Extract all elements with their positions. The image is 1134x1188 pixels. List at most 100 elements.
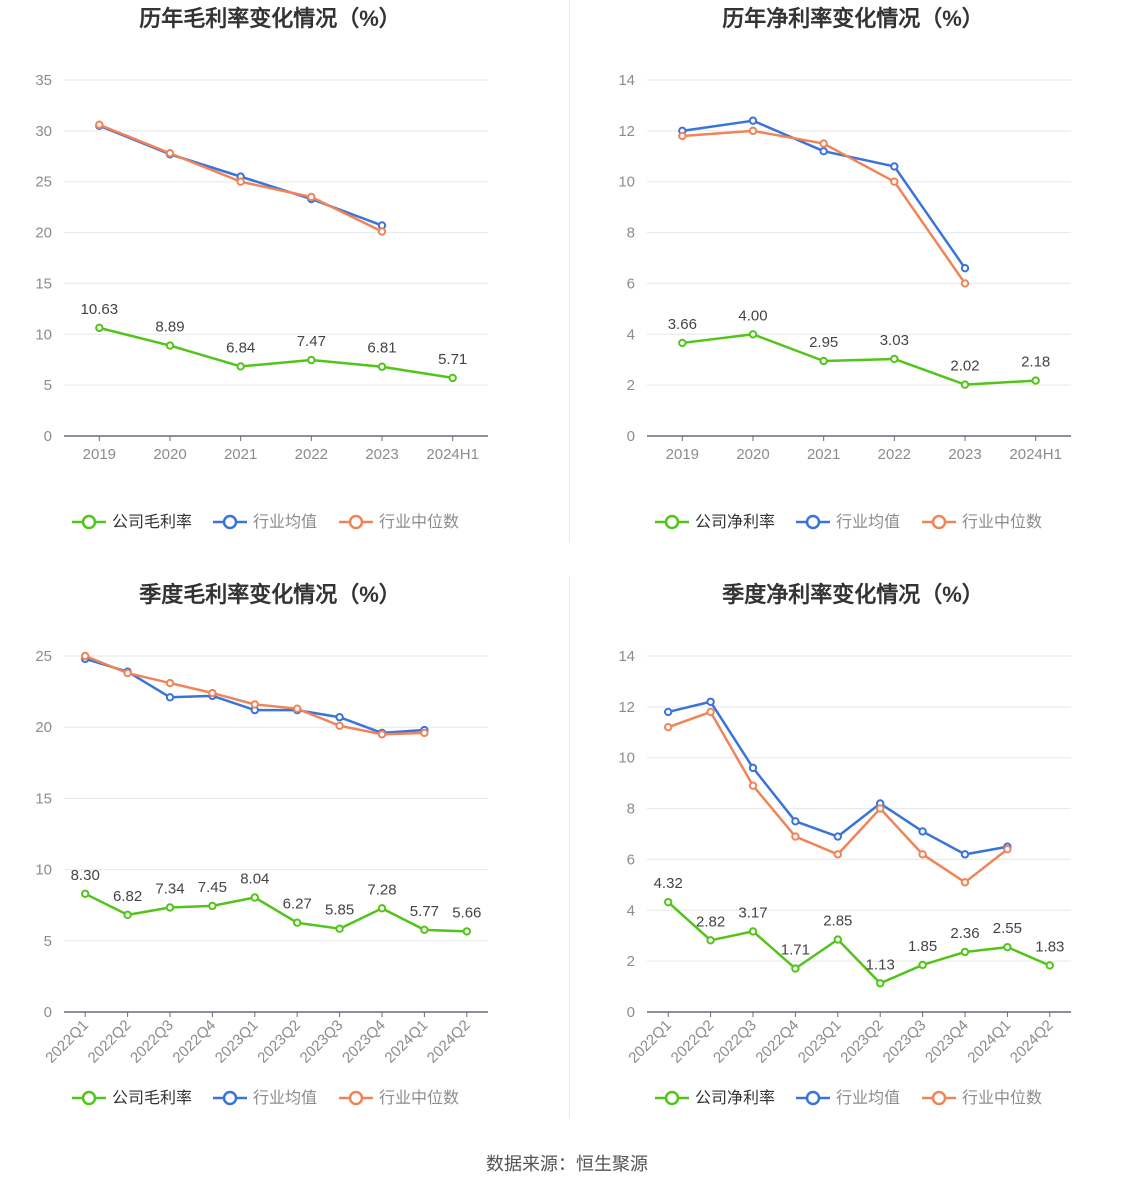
- data-point-avg: [890, 162, 899, 171]
- y-tick-label: 0: [627, 1004, 635, 1021]
- x-tick-label: 2020: [736, 446, 769, 463]
- data-label: 2.82: [696, 913, 725, 930]
- series-line-company: [84, 892, 467, 933]
- data-point-company: [918, 960, 927, 970]
- y-tick-label: 2: [627, 953, 635, 970]
- data-point-median: [890, 177, 899, 186]
- legend-label: 行业均值: [836, 1089, 900, 1107]
- data-label: 5.85: [325, 902, 354, 919]
- data-point-company: [420, 925, 429, 935]
- data-point-median: [335, 721, 344, 730]
- data-point-company: [335, 924, 344, 933]
- data-label: 3.66: [668, 316, 697, 333]
- y-tick-label: 12: [618, 699, 635, 716]
- data-label: 7.47: [297, 333, 326, 350]
- data-point-company: [123, 910, 132, 920]
- data-label: 8.89: [155, 319, 184, 336]
- x-tick-label: 2019: [666, 446, 699, 463]
- data-point-company: [462, 927, 471, 936]
- data-point-median: [165, 149, 175, 158]
- legend-swatch-marker: [664, 514, 680, 530]
- legend-swatch-marker: [222, 514, 238, 530]
- data-point-company: [833, 935, 843, 944]
- x-tick-label: 2023Q3: [880, 1017, 930, 1067]
- y-tick-label: 15: [35, 790, 52, 807]
- chart-annual-net-margin: 历年净利率变化情况（%） 0 2 4 6 8 10 12 14 2019 2020 2021 2022 2…: [618, 6, 1071, 531]
- x-tick-label: 2022Q2: [668, 1017, 718, 1067]
- y-tick-label: 5: [44, 377, 52, 394]
- data-label: 1.83: [1035, 938, 1064, 955]
- series-line-company: [667, 901, 1051, 985]
- data-point-company: [1003, 942, 1012, 952]
- panel-divider-bottom: [569, 576, 570, 1118]
- legend-swatch-marker: [348, 1090, 364, 1106]
- data-label: 2.95: [809, 334, 838, 351]
- x-tick-label: 2023Q3: [297, 1017, 347, 1067]
- x-tick-label: 2023Q1: [212, 1017, 262, 1067]
- x-tick-label: 2022Q1: [625, 1017, 675, 1067]
- x-tick-label: 2023Q2: [254, 1017, 304, 1067]
- x-tick-label: 2022Q3: [127, 1017, 177, 1067]
- data-point-company: [377, 362, 387, 371]
- chart-annual-gross-margin: 历年毛利率变化情况（%） 0 5 10 15 20 25 30 35 2019 2020 2021 20…: [35, 6, 488, 531]
- y-tick-label: 15: [35, 275, 52, 292]
- data-point-company: [377, 904, 387, 913]
- data-point-median: [960, 878, 970, 887]
- data-source-note: 数据来源：恒生聚源: [486, 1154, 648, 1174]
- data-point-median: [664, 723, 673, 732]
- data-point-median: [1003, 845, 1012, 854]
- legend-label: 行业均值: [253, 513, 317, 531]
- data-label: 1.71: [781, 942, 810, 959]
- data-label: 2.85: [823, 913, 852, 930]
- data-point-median: [293, 704, 302, 713]
- x-tick-label: 2022Q2: [85, 1017, 135, 1067]
- data-point-median: [236, 177, 245, 186]
- data-point-median: [208, 688, 217, 698]
- y-tick-label: 2: [627, 377, 635, 394]
- y-tick-label: 10: [35, 862, 52, 879]
- data-point-avg: [706, 697, 715, 706]
- data-label: 3.17: [738, 904, 767, 921]
- y-tick-label: 12: [618, 123, 635, 140]
- data-label: 2.02: [950, 358, 979, 375]
- y-tick-label: 20: [35, 225, 52, 242]
- legend-label: 行业均值: [253, 1089, 317, 1107]
- legend-label: 公司净利率: [695, 513, 775, 531]
- legend-swatch-marker: [81, 1090, 97, 1106]
- data-point-median: [165, 678, 175, 688]
- legend-swatch-marker: [931, 514, 947, 530]
- data-label: 1.13: [866, 956, 895, 973]
- data-point-median: [377, 227, 387, 236]
- data-label: 5.71: [438, 351, 467, 368]
- x-tick-label: 2024Q1: [381, 1017, 431, 1067]
- data-point-company: [664, 897, 673, 907]
- data-point-avg: [918, 827, 927, 836]
- data-point-avg: [960, 850, 970, 859]
- legend-label: 行业中位数: [962, 513, 1042, 531]
- data-point-avg: [165, 693, 175, 702]
- y-tick-label: 6: [627, 851, 635, 868]
- data-point-company: [250, 893, 260, 902]
- data-label: 10.63: [81, 301, 119, 318]
- legend-swatch-marker: [931, 1090, 947, 1106]
- data-label: 8.04: [240, 871, 269, 888]
- data-point-avg: [748, 763, 758, 773]
- data-point-company: [1031, 376, 1040, 385]
- data-point-median: [123, 668, 132, 678]
- x-tick-label: 2024Q1: [964, 1017, 1014, 1067]
- series-line-median: [84, 654, 425, 736]
- y-tick-label: 10: [618, 750, 635, 767]
- x-tick-label: 2021: [224, 446, 257, 463]
- data-label: 6.82: [113, 888, 142, 905]
- data-point-avg: [335, 713, 344, 722]
- legend-label: 公司净利率: [695, 1089, 775, 1107]
- data-point-median: [960, 279, 970, 288]
- y-tick-label: 8: [627, 225, 635, 242]
- data-point-avg: [748, 116, 758, 125]
- legend-label: 行业中位数: [379, 513, 459, 531]
- x-tick-label: 2024H1: [426, 446, 479, 463]
- data-point-company: [791, 964, 800, 973]
- y-tick-label: 6: [627, 275, 635, 292]
- x-tick-label: 2023Q2: [837, 1017, 887, 1067]
- data-point-company: [819, 356, 828, 366]
